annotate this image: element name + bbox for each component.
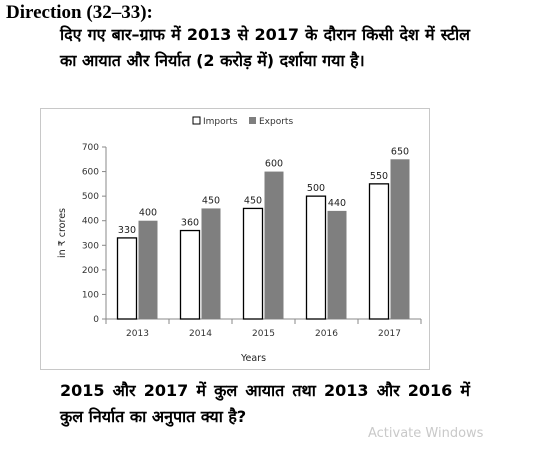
exports-data-label: 650 <box>391 146 409 157</box>
activate-windows-watermark: Activate Windows <box>368 426 484 441</box>
imports-bar <box>116 237 138 320</box>
imports-bar <box>242 207 264 320</box>
x-tick-label: 2016 <box>315 329 338 339</box>
imports-data-label: 450 <box>244 195 262 206</box>
exports-bar <box>138 220 158 319</box>
exports-bar <box>390 159 410 319</box>
x-axis-title: Years <box>240 353 266 364</box>
question-text: 2015 और 2017 में कुल आयात तथा 2013 और 20… <box>60 381 470 426</box>
bar-chart: 0 100 200 300 400 500 600 700 2013 330 400 2014 360 4… <box>40 108 430 370</box>
question-intro-text: दिए गए बार–ग्राफ में 2013 से 2017 के दौर… <box>60 25 470 70</box>
legend-exports-label: Exports <box>259 117 293 127</box>
imports-data-label: 550 <box>370 171 388 182</box>
imports-bar <box>305 195 327 320</box>
y-axis-title: in ₹ crores <box>57 208 68 258</box>
x-tick-label: 2017 <box>378 329 401 339</box>
exports-bar <box>327 210 347 319</box>
y-tick-label: 300 <box>82 241 99 251</box>
exports-data-label: 440 <box>328 198 346 209</box>
exports-data-label: 400 <box>139 208 157 219</box>
y-tick-label: 500 <box>82 192 99 202</box>
legend-imports-label: Imports <box>203 117 238 127</box>
exports-data-label: 600 <box>265 159 283 170</box>
exports-data-label: 450 <box>202 195 220 206</box>
y-tick-label: 600 <box>82 168 99 178</box>
chart-svg: 0100200300400500600700201333040020143604… <box>57 116 422 364</box>
direction-heading: Direction (32–33): <box>6 2 153 23</box>
x-tick-label: 2013 <box>126 329 149 339</box>
x-tick-label: 2015 <box>252 329 275 339</box>
y-tick-label: 100 <box>82 290 99 300</box>
imports-bar <box>368 183 390 320</box>
imports-data-label: 330 <box>118 225 136 236</box>
imports-data-label: 360 <box>181 218 199 229</box>
legend-imports-swatch <box>192 116 201 125</box>
y-tick-label: 200 <box>82 266 99 276</box>
x-tick-label: 2014 <box>189 329 212 339</box>
exports-bar <box>264 171 284 319</box>
y-tick-label: 700 <box>82 143 99 153</box>
imports-bar <box>179 229 201 320</box>
y-tick-label: 400 <box>82 217 99 227</box>
exports-bar <box>201 208 221 319</box>
y-tick-label: 0 <box>93 315 99 325</box>
legend-exports-swatch <box>249 117 256 124</box>
imports-data-label: 500 <box>307 183 325 194</box>
